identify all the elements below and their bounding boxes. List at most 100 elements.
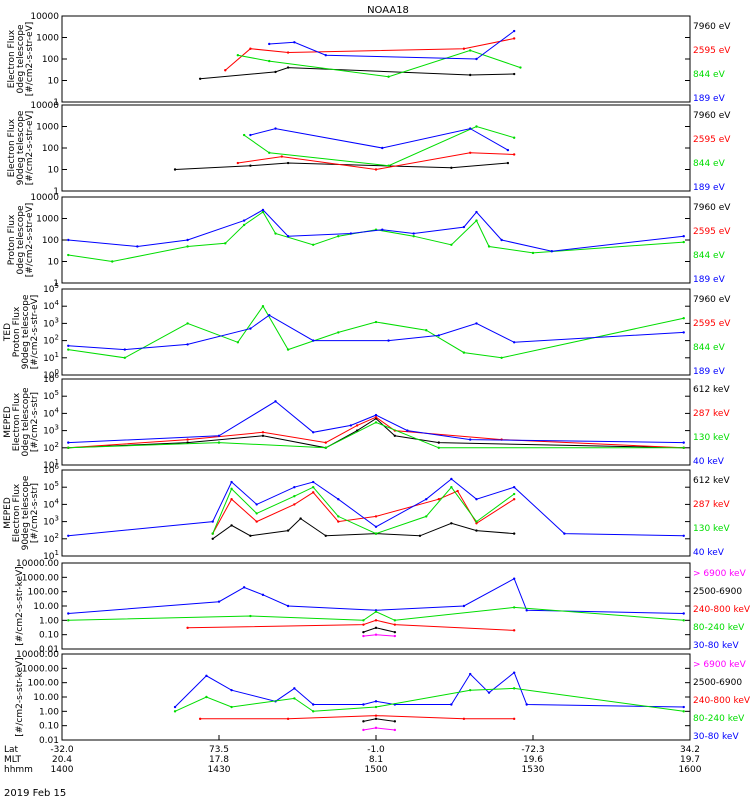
data-point bbox=[374, 705, 378, 709]
data-point bbox=[337, 520, 340, 523]
data-point bbox=[450, 477, 453, 481]
legend-entry: 189 eV bbox=[693, 275, 726, 285]
data-point bbox=[224, 242, 227, 245]
data-point bbox=[236, 54, 240, 57]
data-point bbox=[261, 431, 265, 434]
data-point bbox=[525, 609, 528, 612]
data-point bbox=[462, 351, 466, 354]
data-point bbox=[249, 614, 252, 618]
figure-title: NOAA18 bbox=[367, 5, 409, 16]
y-tick-label: 1.00 bbox=[39, 707, 59, 717]
y-tick-label: 1000.00 bbox=[22, 664, 59, 674]
data-point bbox=[293, 687, 296, 690]
data-point bbox=[186, 322, 189, 325]
series-line bbox=[363, 634, 395, 637]
data-point bbox=[374, 626, 378, 630]
data-point bbox=[374, 717, 378, 721]
data-point bbox=[67, 619, 70, 622]
data-point bbox=[374, 320, 378, 324]
data-point bbox=[387, 75, 390, 78]
legend-entry: 2595 eV bbox=[693, 46, 731, 56]
y-tick-label: 100.00 bbox=[28, 588, 60, 598]
data-point bbox=[173, 168, 177, 171]
legend-entry: 240-800 keV bbox=[693, 605, 750, 615]
data-point bbox=[512, 671, 516, 674]
data-point bbox=[198, 717, 202, 721]
x-tick-label-hhmm: 1500 bbox=[365, 765, 388, 775]
data-point bbox=[274, 127, 277, 130]
legend-entry: 7960 eV bbox=[693, 111, 731, 121]
y-tick-label: 101 bbox=[43, 351, 59, 364]
data-point bbox=[242, 133, 246, 137]
data-point bbox=[418, 534, 422, 537]
data-point bbox=[211, 532, 214, 535]
series-line bbox=[174, 162, 508, 170]
series-line bbox=[363, 727, 395, 731]
series-line bbox=[68, 421, 684, 449]
data-point bbox=[682, 619, 685, 622]
data-point bbox=[374, 610, 378, 613]
data-point bbox=[374, 714, 378, 717]
legend-entry: 2595 eV bbox=[693, 227, 731, 237]
data-point bbox=[462, 47, 466, 50]
panel-frame bbox=[61, 469, 691, 557]
data-point bbox=[456, 489, 459, 493]
data-point bbox=[293, 41, 296, 44]
y-tick-label: 100 bbox=[42, 55, 59, 65]
legend-entry: 30-80 keV bbox=[693, 641, 739, 651]
data-point bbox=[450, 166, 453, 169]
data-point bbox=[186, 438, 189, 441]
series-line bbox=[200, 67, 515, 80]
data-point bbox=[437, 334, 440, 337]
data-point bbox=[217, 441, 221, 444]
series-line bbox=[68, 314, 684, 351]
data-point bbox=[286, 51, 290, 54]
legend-entry: 30-80 keV bbox=[693, 732, 739, 742]
series-line bbox=[68, 209, 684, 252]
y-tick-label: 102 bbox=[43, 532, 59, 545]
legend-entry: 40 keV bbox=[693, 457, 725, 467]
x-tick-label-lat: -32.0 bbox=[50, 745, 74, 755]
data-point bbox=[393, 434, 397, 437]
data-point bbox=[374, 700, 378, 703]
data-point bbox=[173, 710, 177, 713]
data-point bbox=[469, 127, 472, 130]
y-tick-label: 10 bbox=[48, 258, 60, 268]
legend-entry: 2500-6900 bbox=[693, 587, 742, 597]
series-line bbox=[237, 152, 515, 171]
y-tick-label: 10 bbox=[48, 166, 60, 176]
data-point bbox=[374, 413, 378, 417]
data-point bbox=[469, 438, 472, 441]
data-point bbox=[123, 348, 127, 351]
data-point bbox=[506, 161, 510, 165]
data-point bbox=[293, 494, 296, 498]
y-axis-label: [#/cm2-s-str-eV] bbox=[25, 22, 35, 97]
legend-entry: 80-240 keV bbox=[693, 714, 745, 724]
data-point bbox=[475, 210, 478, 214]
data-point bbox=[393, 634, 397, 638]
data-point bbox=[249, 133, 252, 137]
y-tick-label: 0.10 bbox=[39, 631, 59, 641]
data-point bbox=[682, 710, 685, 713]
data-point bbox=[374, 421, 378, 424]
data-point bbox=[550, 250, 554, 253]
y-axis-label: [#/cm2-s-str-keV] bbox=[15, 657, 25, 736]
data-point bbox=[362, 619, 365, 622]
y-tick-label: 1000 bbox=[36, 215, 59, 225]
y-axis-label: Electron Flux bbox=[7, 118, 17, 177]
series-line bbox=[187, 619, 515, 631]
data-point bbox=[374, 168, 378, 171]
data-point bbox=[475, 57, 478, 61]
y-tick-label: 102 bbox=[43, 441, 59, 454]
data-point bbox=[450, 486, 453, 489]
legend-entry: 287 keV bbox=[693, 409, 730, 419]
data-point bbox=[280, 155, 283, 158]
data-point bbox=[462, 225, 466, 229]
y-axis-label: [#/cm2-s-str] bbox=[30, 392, 40, 452]
data-point bbox=[224, 69, 227, 72]
data-point bbox=[682, 240, 685, 244]
data-point bbox=[242, 223, 246, 227]
series-line bbox=[363, 718, 395, 722]
data-point bbox=[217, 600, 221, 603]
